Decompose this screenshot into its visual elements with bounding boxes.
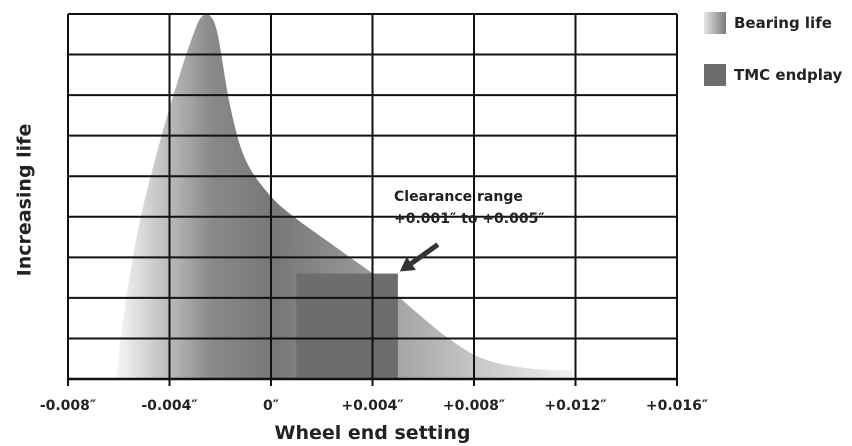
y-axis-label: Increasing life [13, 123, 35, 277]
legend-label-bearing-life: Bearing life [734, 14, 832, 32]
legend-label-tmc-endplay: TMC endplay [734, 66, 843, 84]
legend-swatch-bearing-life [704, 12, 726, 34]
x-tick-label: -0.008″ [40, 398, 96, 414]
x-tick-label: +0.012″ [544, 398, 606, 414]
x-tick-label: +0.016″ [646, 398, 708, 414]
legend: Bearing life TMC endplay [704, 8, 842, 112]
bearing-life-area [116, 14, 573, 379]
annotation-arrow-shaft [409, 242, 440, 266]
y-axis-label-box: Increasing life [4, 0, 44, 400]
legend-swatch-tmc-endplay [704, 64, 726, 86]
tmc-endplay-range [296, 273, 398, 379]
annotation-line-2: +0.001″ to +0.005″ [394, 211, 545, 227]
x-tick-label: +0.008″ [443, 398, 505, 414]
x-tick-label: -0.004″ [141, 398, 197, 414]
x-tick-label: 0″ [263, 398, 279, 414]
legend-item-bearing-life: Bearing life [704, 8, 842, 38]
annotation-arrow-head [399, 256, 416, 272]
annotation: Clearance range +0.001″ to +0.005″ [394, 186, 545, 230]
annotation-line-1: Clearance range [394, 189, 523, 205]
x-tick-label: +0.004″ [341, 398, 403, 414]
x-axis-label: Wheel end setting [274, 422, 471, 444]
legend-item-tmc-endplay: TMC endplay [704, 60, 842, 90]
